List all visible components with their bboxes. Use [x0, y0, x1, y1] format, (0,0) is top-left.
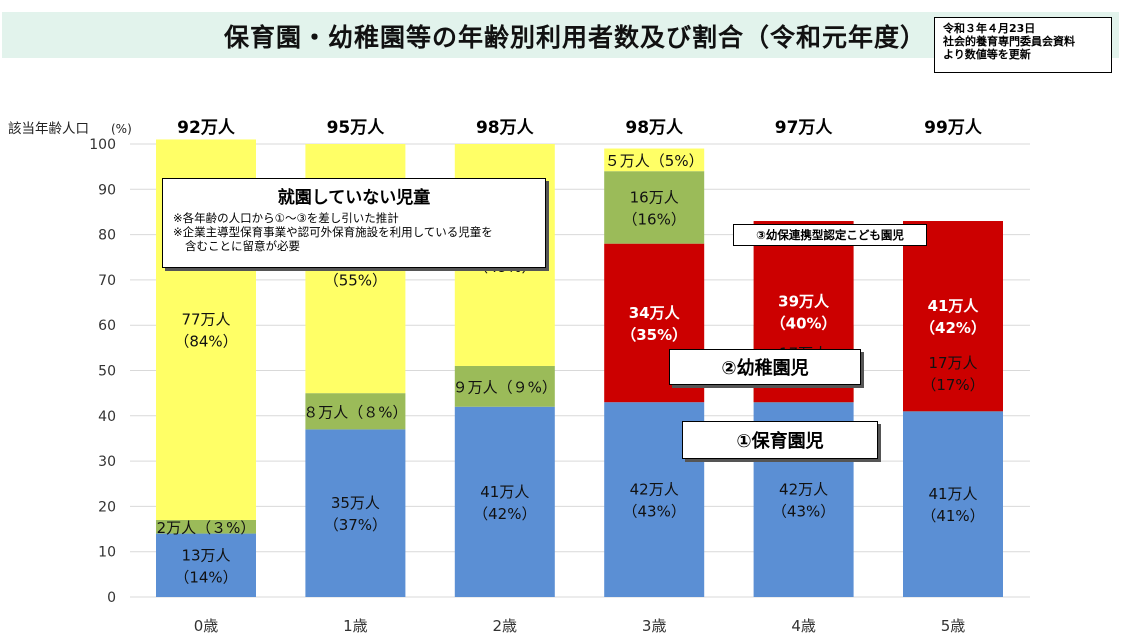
bar-label-3-0-1: （84%） — [174, 333, 237, 351]
bar-label-0-5-1: （41%） — [921, 507, 984, 525]
bar-label-2-2-0: ９万人（９%） — [453, 378, 557, 396]
bar-label-extra-0-1: （40%） — [771, 315, 837, 333]
y-tick-label-10: 10 — [98, 545, 116, 561]
source-note: 令和３年４月23日 社会的養育専門委員会資料 より数値等を更新 — [934, 17, 1112, 73]
bar-label-2-3-0: 16万人 — [630, 188, 679, 206]
bar-label-0-4-1: （43%） — [772, 503, 835, 521]
x-tick-label-2: 2歳 — [493, 617, 518, 635]
source-line-2: 社会的養育専門委員会資料 — [943, 35, 1075, 48]
total-label-0: 92万人 — [177, 118, 236, 138]
bar-label-3-3-0: ５万人（5%） — [605, 152, 704, 170]
bar-label-2-0-0: 2万人（３%） — [157, 519, 256, 537]
bar-label-3-1-1: （55%） — [324, 272, 387, 290]
bar-label-0-1-0: 35万人 — [331, 494, 380, 512]
bar-label-1-3-1: （35%） — [621, 326, 687, 344]
bar-segment-0-2 — [454, 406, 555, 597]
bar-label-2-5-0: 17万人 — [928, 354, 977, 372]
y-axis-unit: (%) — [111, 122, 132, 136]
callout-note-2: ※企業主導型保育事業や認可外保育施設を利用している児童を — [173, 225, 493, 239]
bar-segment-3-3 — [604, 148, 705, 172]
bar-label-0-2-1: （42%） — [473, 505, 536, 523]
bar-segment-0-5 — [903, 411, 1003, 597]
y-tick-label-40: 40 — [98, 409, 116, 425]
y-tick-label-80: 80 — [98, 228, 116, 244]
bar-label-2-3-1: （16%） — [623, 210, 686, 228]
bar-label-0-4-0: 42万人 — [779, 481, 828, 499]
page-title: 保育園・幼稚園等の年齢別利用者数及び割合（令和元年度） — [223, 23, 926, 52]
y-tick-label-50: 50 — [98, 364, 116, 380]
y-tick-label-20: 20 — [98, 499, 116, 515]
bar-segment-2-1 — [305, 393, 406, 430]
bar-label-extra-0-0: 39万人 — [778, 293, 830, 311]
bar-label-3-0-0: 77万人 — [181, 311, 230, 329]
bar-segment-extra-1 — [903, 221, 1003, 412]
total-label-5: 99万人 — [924, 118, 983, 138]
source-line-1: 令和３年４月23日 — [943, 22, 1036, 35]
x-tick-label-1: 1歳 — [343, 617, 368, 635]
title-band — [2, 12, 1119, 58]
y-tick-label-30: 30 — [98, 454, 116, 470]
bar-label-1-3-0: 34万人 — [629, 304, 681, 322]
bar-label-2-5-1: （17%） — [921, 376, 984, 394]
bar-segment-0-0 — [156, 533, 256, 597]
x-tick-label-5: 5歳 — [941, 617, 966, 635]
y-axis-title: 該当年齢人口 — [8, 121, 89, 137]
y-tick-label-60: 60 — [98, 318, 116, 334]
callout-not-enrolled: 就園していない児童 ※各年齢の人口から①～③を差し引いた推計 ※企業主導型保育事… — [162, 178, 546, 268]
callout-note-3: 含むことに留意が必要 — [185, 239, 300, 253]
y-tick-label-0: 0 — [107, 590, 116, 606]
x-tick-label-3: 3歳 — [642, 617, 667, 635]
bar-segment-2-3 — [604, 171, 705, 244]
bar-label-extra-1-0: 41万人 — [928, 297, 980, 315]
callout-note-1: ※各年齢の人口から①～③を差し引いた推計 — [173, 211, 399, 225]
total-label-2: 98万人 — [476, 118, 535, 138]
bar-label-0-3-1: （43%） — [623, 503, 686, 521]
source-line-3: より数値等を更新 — [943, 48, 1031, 61]
total-label-3: 98万人 — [625, 118, 684, 138]
callout-nintei: ③幼保連携型認定こども園児 — [733, 224, 927, 246]
bar-label-0-2-0: 41万人 — [480, 483, 529, 501]
x-tick-label-0: 0歳 — [194, 617, 219, 635]
callout-nursery: ①保育園児 — [682, 421, 878, 459]
bar-label-0-1-1: （37%） — [324, 516, 387, 534]
bar-label-0-0-0: 13万人 — [181, 546, 230, 564]
bar-segment-2-2 — [454, 365, 555, 407]
bar-label-0-0-1: （14%） — [174, 568, 237, 586]
bar-segment-0-1 — [305, 429, 406, 597]
bar-label-0-3-0: 42万人 — [630, 481, 679, 499]
bar-label-2-1-0: ８万人（８%） — [303, 403, 407, 421]
y-tick-label-70: 70 — [98, 273, 116, 289]
total-label-1: 95万人 — [327, 118, 386, 138]
bar-segment-2-0 — [156, 519, 256, 534]
callout-kindergarten: ②幼稚園児 — [669, 349, 861, 385]
y-tick-label-90: 90 — [98, 182, 116, 198]
x-tick-label-4: 4歳 — [791, 617, 816, 635]
callout-not-enrolled-title: 就園していない児童 — [277, 188, 431, 208]
bar-label-0-5-0: 41万人 — [928, 485, 977, 503]
bar-label-extra-1-1: （42%） — [920, 319, 986, 337]
y-tick-label-100: 100 — [89, 137, 116, 153]
total-label-4: 97万人 — [775, 118, 834, 138]
